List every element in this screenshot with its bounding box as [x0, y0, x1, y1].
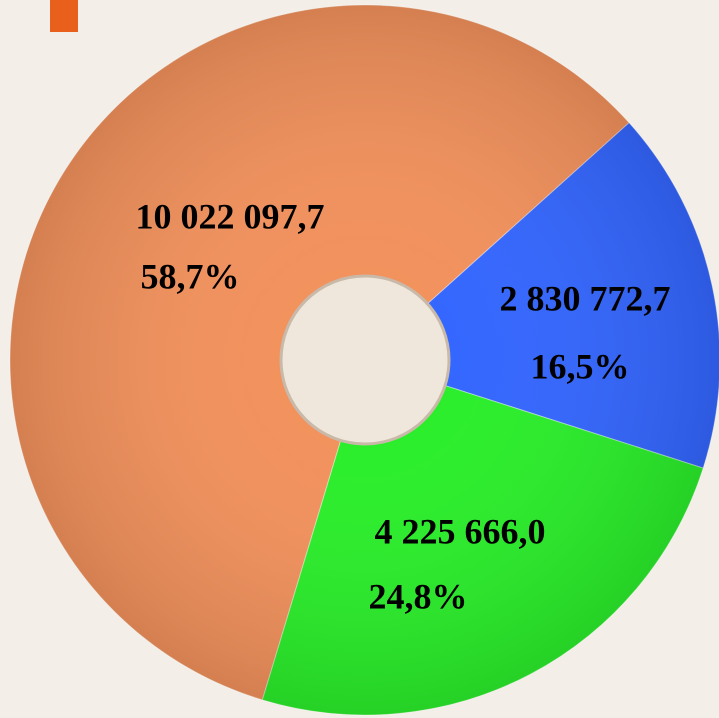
value-label: 4 225 666,0 — [375, 511, 546, 551]
share-label: 58,7% — [141, 256, 240, 296]
donut-hole — [279, 274, 451, 446]
accent-block — [50, 0, 78, 32]
share-label: 24,8% — [369, 576, 468, 616]
value-label: 10 022 097,7 — [136, 196, 325, 236]
value-label: 2 830 772,7 — [500, 278, 671, 318]
share-label: 16,5% — [531, 346, 630, 386]
